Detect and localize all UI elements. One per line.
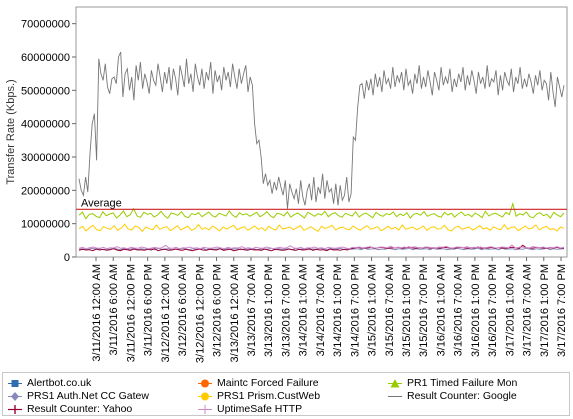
legend-label: Maintc Forced Failure <box>217 377 319 389</box>
x-tick-label: 3/13/2016 7:00 PM <box>280 264 292 357</box>
series-line-pr1-timed-failure-mon <box>78 201 565 220</box>
chart: 0 10000000 20000000 30000000 40000000 5000000… <box>5 6 568 363</box>
plus-marker-icon <box>8 405 22 414</box>
x-tick-label: 3/12/2016 6:00 AM <box>177 264 189 356</box>
circle-marker-icon <box>198 379 212 388</box>
x-tick-label: 3/12/2016 6:00 PM <box>212 264 224 357</box>
x-tick-label: 3/16/2016 7:00 AM <box>453 264 465 356</box>
x-tick-label: 3/14/2016 1:00 AM <box>298 264 310 356</box>
y-tick-label: 20000000 <box>21 185 70 197</box>
y-tick-label: 30000000 <box>21 152 70 164</box>
x-tick-label: 3/13/2016 12:00 AM <box>229 264 241 362</box>
x-tick-label: 3/17/2016 1:00 AM <box>504 264 516 356</box>
legend-label: UptimeSafe HTTP <box>217 403 303 415</box>
x-tick-label: 3/17/2016 7:00 AM <box>522 264 534 356</box>
y-tick-label: 50000000 <box>21 85 70 97</box>
x-tick-label: 3/11/2016 12:00 AM <box>91 264 103 362</box>
y-tick-label: 40000000 <box>21 119 70 131</box>
x-tick-label: 3/11/2016 6:00 AM <box>108 264 120 356</box>
x-tick-label: 3/13/2016 7:00 AM <box>246 264 258 356</box>
diamond-marker-icon <box>8 392 22 401</box>
x-tick-label: 3/15/2016 1:00 AM <box>367 264 379 356</box>
legend-label: PRS1 Auth.Net CC Gatew <box>27 390 149 402</box>
x-tick-label: 3/16/2016 1:00 AM <box>435 264 447 356</box>
y-tick-label: 0 <box>64 252 70 264</box>
circle-marker-icon <box>198 392 212 401</box>
x-tick-label: 3/16/2016 1:00 PM <box>470 264 482 357</box>
series-line-uptimesafe-http <box>78 244 565 250</box>
series-layer <box>78 51 565 252</box>
legend-label: Alertbot.co.uk <box>27 377 92 389</box>
x-tick-label: 3/11/2016 12:00 PM <box>125 264 137 362</box>
line-marker-icon <box>388 396 402 397</box>
x-tick-label: 3/16/2016 7:00 PM <box>487 264 499 357</box>
x-tick-label: 3/14/2016 7:00 AM <box>315 264 327 356</box>
legend: Alertbot.co.uk Maintc Forced Failure PR1… <box>2 372 570 416</box>
plot-area <box>75 6 568 258</box>
average-label: Average <box>81 197 122 209</box>
series-line-prs1-auth-net-cc-gatew <box>78 247 565 251</box>
x-tick-label: 3/13/2016 1:00 PM <box>263 264 275 357</box>
x-axis: 3/11/2016 12:00 AM 3/11/2016 6:00 AM 3/11/… <box>91 257 568 363</box>
series-line-result-counter-google <box>78 51 565 209</box>
triangle-marker-icon <box>388 379 402 388</box>
legend-label: PRS1 Prism.CustWeb <box>217 390 321 402</box>
legend-label: PR1 Timed Failure Mon <box>407 377 518 389</box>
y-tick-label: 60000000 <box>21 52 70 64</box>
y-tick-label: 70000000 <box>21 19 70 31</box>
x-tick-label: 3/12/2016 12:00 AM <box>160 264 172 362</box>
x-tick-label: 3/14/2016 7:00 PM <box>349 264 361 357</box>
x-tick-label: 3/17/2016 7:00 PM <box>556 264 568 357</box>
x-tick-label: 3/12/2016 12:00 PM <box>194 264 206 363</box>
y-axis-title: Transfer Rate (Kbps.) <box>5 79 17 184</box>
x-tick-label: 3/14/2016 1:00 PM <box>332 264 344 357</box>
y-axis: 0 10000000 20000000 30000000 40000000 5000000… <box>21 19 76 264</box>
legend-label: Result Counter: Google <box>407 390 517 402</box>
legend-label: Result Counter: Yahoo <box>27 403 133 415</box>
series-line-prs1-prism-custweb <box>78 223 565 233</box>
x-tick-label: 3/15/2016 7:00 PM <box>418 264 430 357</box>
x-tick-label: 3/15/2016 7:00 AM <box>384 264 396 356</box>
square-marker-icon <box>8 380 22 387</box>
x-tick-label: 3/17/2016 1:00 PM <box>539 264 551 357</box>
x-tick-label: 3/11/2016 6:00 PM <box>143 264 155 356</box>
y-tick-label: 10000000 <box>21 219 70 231</box>
plus-marker-icon <box>198 405 212 414</box>
x-tick-label: 3/15/2016 1:00 PM <box>401 264 413 357</box>
